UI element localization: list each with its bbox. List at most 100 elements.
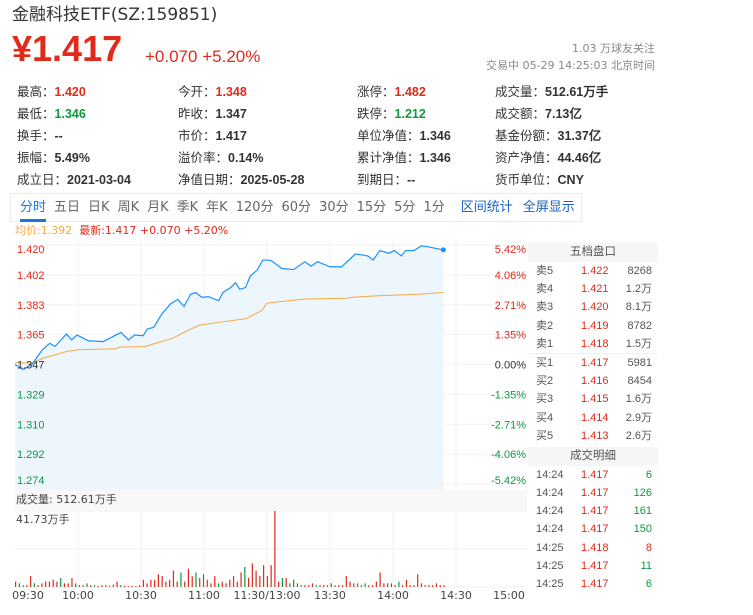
volume-bar: [289, 583, 291, 587]
stat-item: 最高：1.420: [17, 84, 86, 100]
fullscreen-button[interactable]: 全屏显示: [522, 200, 575, 215]
tab-5[interactable]: 季K: [176, 200, 199, 215]
y-tick-right: 5.42%: [495, 244, 526, 256]
volume-bar: [247, 577, 250, 587]
volume-bar: [176, 581, 178, 587]
volume-bar: [184, 581, 186, 587]
stat-value: 44.46亿: [557, 151, 602, 165]
row-label: 14:25: [536, 578, 564, 590]
stat-item: 资产净值：44.46亿: [495, 150, 601, 166]
stat-value: CNY: [557, 173, 584, 187]
row-price: 1.417: [581, 487, 609, 500]
row-volume: 8.1万: [625, 301, 652, 314]
tab-11[interactable]: 5分: [394, 200, 416, 215]
stat-label: 市价：: [178, 129, 216, 143]
row-label: 买1: [536, 356, 554, 369]
tab-6[interactable]: 年K: [206, 200, 228, 215]
trades-title: 成交明细: [528, 446, 658, 466]
stat-value: 0.14%: [228, 151, 264, 165]
order-row: 买3 1.415 1.6万: [528, 390, 658, 408]
volume-bar: [334, 585, 336, 587]
tab-12[interactable]: 1分: [423, 200, 445, 215]
volume-bar: [232, 576, 235, 587]
stat-value: 2025-05-28: [240, 173, 305, 187]
stat-label: 溢价率：: [178, 151, 229, 165]
tab-0[interactable]: 分时: [20, 194, 47, 222]
volume-bar: [281, 577, 284, 587]
volume-bar: [60, 577, 62, 587]
chart-legend: 均价:1.392 最新:1.417 +0.070 +5.20%: [15, 224, 228, 238]
stat-value: 31.37亿: [557, 129, 602, 143]
tab-10[interactable]: 15分: [356, 200, 387, 215]
x-tick: 13:30: [314, 589, 346, 602]
fund-title: 金融科技ETF(SZ:159851): [12, 5, 218, 25]
volume-bar: [30, 576, 32, 587]
bid-list: 买1 1.417 5981 买2 1.416 8454 买3 1.415 1.6万 买4 1.414…: [528, 352, 658, 445]
volume-bar: [56, 581, 58, 587]
tab-3[interactable]: 周K: [117, 200, 140, 215]
tab-8[interactable]: 60分: [281, 200, 312, 215]
tab-1[interactable]: 五日: [54, 200, 81, 215]
x-tick: 10:00: [62, 589, 94, 602]
y-tick-left: 1.329: [17, 389, 45, 401]
volume-bar: [202, 574, 205, 587]
trading-status: 交易中 05-29 14:25:03 北京时间: [486, 59, 655, 72]
volume-bar: [199, 577, 201, 587]
price-area: [15, 245, 444, 490]
range-stats-button[interactable]: 区间统计: [460, 200, 513, 215]
volume-bar: [105, 585, 107, 587]
y-tick-right: -5.42%: [491, 475, 526, 487]
latest-price-dot: [440, 247, 446, 253]
avg-price-legend: 均价:1.392: [15, 224, 73, 237]
volume-bar: [150, 579, 152, 587]
trade-row: 14:25 1.418 8: [528, 539, 658, 557]
tab-9[interactable]: 30分: [319, 200, 349, 215]
volume-bar: [127, 586, 129, 587]
volume-bar: [341, 585, 344, 587]
trade-row: 14:24 1.417 126: [528, 484, 658, 502]
order-book-title: 五档盘口: [528, 243, 658, 262]
row-volume: 6: [645, 578, 652, 590]
volume-bar: [191, 576, 193, 587]
trade-list: 14:24 1.417 6 14:24 1.417 126 14:24 1.417 161 14:…: [528, 466, 658, 593]
stat-value: 1.417: [215, 129, 247, 143]
row-price: 1.417: [581, 356, 609, 369]
tab-4[interactable]: 月K: [147, 200, 169, 215]
volume-bar: [217, 583, 220, 587]
tab-7[interactable]: 120分: [235, 200, 274, 215]
volume-bar: [338, 585, 340, 587]
row-label: 卖1: [536, 337, 554, 350]
volume-bar: [383, 583, 385, 587]
current-price: ¥1.417: [12, 28, 123, 69]
y-tick-right: 2.71%: [495, 300, 526, 312]
row-volume: 1.2万: [625, 283, 652, 296]
stat-label: 净值日期：: [178, 173, 241, 187]
volume-bar: [157, 574, 159, 587]
row-label: 买2: [536, 375, 554, 388]
stat-label: 资产净值：: [495, 151, 558, 165]
volume-bar: [26, 585, 28, 587]
row-price: 1.418: [581, 541, 609, 554]
volume-bar: [154, 579, 156, 587]
stat-value: 7.13亿: [545, 107, 582, 121]
stat-value: 1.482: [394, 85, 426, 99]
volume-bar: [435, 583, 438, 587]
volume-bar: [417, 574, 419, 587]
stat-value: 1.420: [54, 85, 86, 99]
volume-bar: [323, 585, 325, 587]
order-row: 买4 1.414 2.9万: [528, 409, 658, 427]
volume-bar: [123, 585, 126, 587]
stat-item: 净值日期：2025-05-28: [178, 172, 304, 188]
price-line: [14, 245, 444, 371]
tab-2[interactable]: 日K: [88, 200, 110, 215]
stat-item: 基金份额：31.37亿: [495, 128, 601, 144]
volume-bar: [236, 581, 238, 587]
x-tick: 09:30: [12, 589, 44, 602]
intraday-price-chart[interactable]: 1.420 5.42% 1.402 4.06% 1.383 2.71% 1.365 1.35%…: [0, 240, 528, 490]
stat-item: 涨停：1.482: [357, 84, 426, 100]
row-label: 买3: [536, 393, 554, 406]
stat-item: 累计净值：1.346: [357, 150, 451, 166]
stat-item: 最低：1.346: [17, 106, 86, 122]
row-label: 卖3: [536, 301, 554, 314]
volume-bar: [210, 583, 212, 587]
